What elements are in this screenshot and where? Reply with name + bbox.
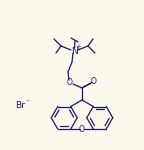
Text: +: + bbox=[75, 44, 81, 50]
Text: N: N bbox=[71, 46, 77, 56]
Text: ⁻: ⁻ bbox=[25, 98, 29, 106]
Text: O: O bbox=[79, 124, 85, 134]
Text: O: O bbox=[91, 76, 97, 85]
Text: Br: Br bbox=[15, 100, 25, 109]
Text: O: O bbox=[67, 78, 73, 87]
